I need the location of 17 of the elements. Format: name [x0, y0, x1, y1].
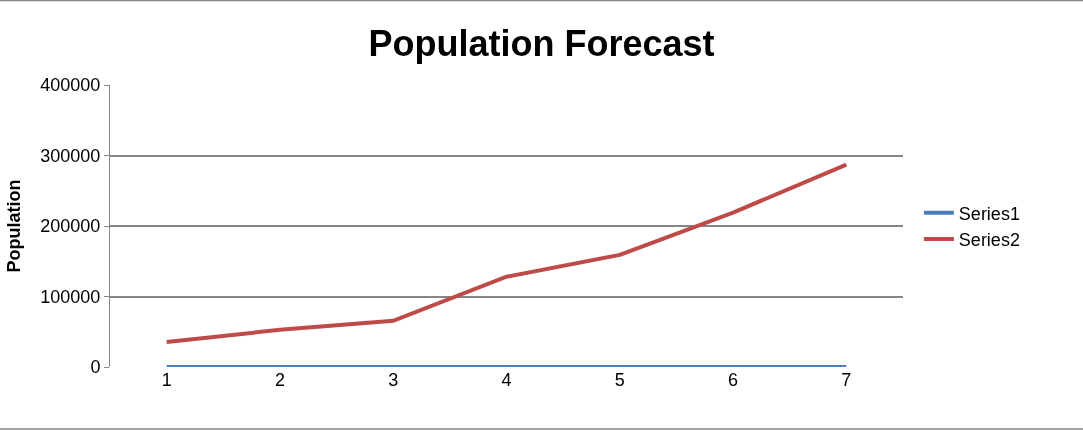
- legend-label: Series1: [958, 203, 1020, 224]
- x-tick-label: 2: [274, 370, 285, 390]
- x-tick-label: 4: [501, 370, 512, 390]
- x-tick-label: 5: [614, 370, 625, 390]
- x-tick-label: 7: [841, 370, 852, 390]
- y-tick-label: 0: [90, 357, 101, 378]
- y-axis-title: Population: [3, 179, 24, 273]
- line-series: [164, 162, 849, 344]
- legend-label: Series2: [958, 230, 1020, 251]
- y-tick-label: 300000: [40, 145, 101, 166]
- y-tick-label: 200000: [40, 216, 101, 237]
- x-tick-label: 1: [161, 370, 172, 390]
- x-tick-label: 6: [728, 370, 739, 390]
- x-tick-label: 3: [388, 370, 399, 390]
- chart-title: Population Forecast: [368, 22, 715, 64]
- y-tick-label: 400000: [40, 75, 101, 96]
- y-tick-label: 100000: [40, 286, 101, 307]
